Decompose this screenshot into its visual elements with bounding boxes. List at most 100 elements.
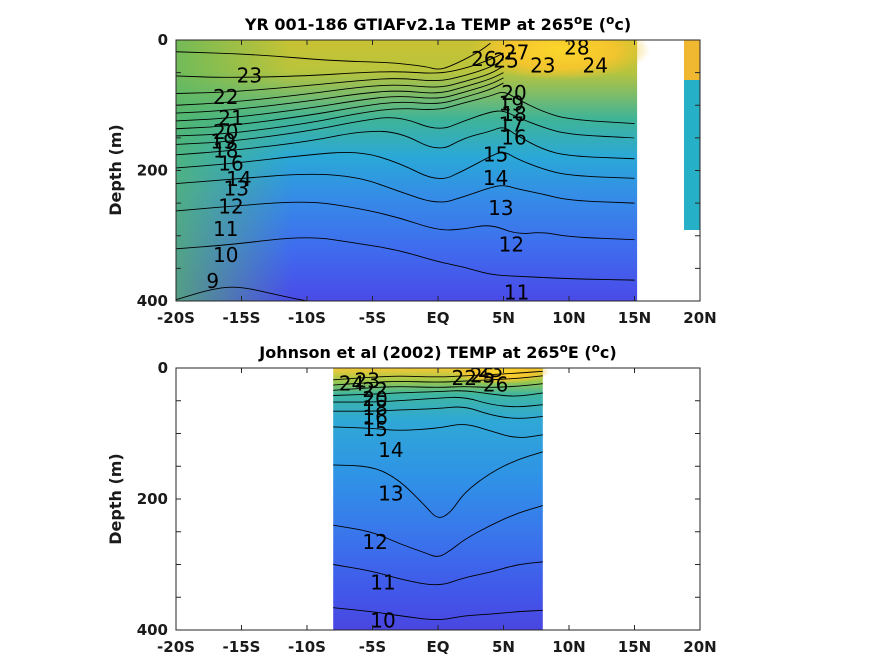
bottom-contour-label-5: 16 <box>362 405 387 429</box>
top-contour-label-9: 20 <box>213 120 238 144</box>
bottom-contours <box>333 370 543 620</box>
top-contour-label-10: 19 <box>210 129 235 153</box>
top-contour-label-24: 15 <box>483 142 508 166</box>
top-contour-label-20: 19 <box>499 91 524 115</box>
top-contour-label-28: 11 <box>504 281 529 305</box>
bottom-contour-label-0: 24 <box>339 371 364 395</box>
top-contour-17 <box>176 82 504 130</box>
bottom-contour-24 <box>333 370 543 381</box>
top-contour-label-13: 14 <box>226 167 251 191</box>
top-contour-label-27: 12 <box>499 232 524 256</box>
bottom-chart-title: Johnson et al (2002) TEMP at 265oE (oc) <box>258 341 616 362</box>
top-east-strip-gap <box>684 230 696 301</box>
top-contour-label-7: 22 <box>213 85 238 109</box>
top-contour-label-4: 24 <box>582 54 607 78</box>
bottom-contour-label-1: 23 <box>355 369 380 393</box>
bottom-contour-label-15: 26 <box>483 373 508 397</box>
top-contour-20 <box>176 65 504 106</box>
bottom-contour-label-12: 22 <box>451 366 476 390</box>
bottom-contour-label-9: 12 <box>362 530 387 554</box>
top-x-tick-label-2: -10S <box>288 309 326 327</box>
bottom-contour-label-10: 11 <box>370 570 395 594</box>
top-chart-title: YR 001-186 GTIAFv2.1a TEMP at 265oE (oc) <box>244 13 631 34</box>
top-y-tick-label-2: 400 <box>137 292 168 310</box>
top-x-tick-label-0: -20S <box>157 309 195 327</box>
top-y-tick-label-1: 200 <box>137 162 168 180</box>
top-contour-label-16: 11 <box>213 217 238 241</box>
top-y-axis-label: Depth (m) <box>106 124 125 216</box>
bottom-temperature-field <box>333 368 543 630</box>
top-contour-label-14: 13 <box>224 176 249 200</box>
bottom-x-tick-label-4: EQ <box>427 638 450 656</box>
bottom-x-tick-label-7: 15N <box>618 638 651 656</box>
top-contour-11 <box>176 201 635 241</box>
bottom-contour-label-4: 18 <box>362 396 387 420</box>
top-contour-label-25: 14 <box>483 166 508 190</box>
top-x-tick-label-5: 5N <box>492 309 515 327</box>
bottom-contour-11 <box>333 561 543 586</box>
bottom-x-tick-label-1: -15S <box>223 638 261 656</box>
top-east-strip-mid <box>684 80 700 230</box>
bottom-contour-22 <box>333 375 543 386</box>
top-contour-18 <box>176 77 504 122</box>
top-x-tick-label-7: 15N <box>618 309 651 327</box>
bottom-contour-10 <box>333 607 543 620</box>
top-contour-label-6: 23 <box>237 63 262 87</box>
bottom-warm-pool <box>450 368 550 384</box>
top-contour-12 <box>176 173 635 204</box>
top-y-tick-label-0: 0 <box>158 31 168 49</box>
bottom-contour-12 <box>333 505 543 557</box>
bottom-x-axis: -20S -15S -10S -5S EQ 5N 10N 15N 20N <box>157 368 717 656</box>
top-contour-10 <box>176 237 635 281</box>
bottom-contour-label-13: 25 <box>470 363 495 387</box>
top-x-tick-label-3: -5S <box>359 309 386 327</box>
top-temperature-west-tint <box>176 40 639 301</box>
bottom-contour-label-2: 22 <box>362 378 387 402</box>
bottom-contour-label-3: 20 <box>362 387 387 411</box>
top-contour-label-3: 25 <box>493 48 518 72</box>
top-y-axis: 0 200 400 <box>137 31 700 310</box>
top-contours <box>176 42 635 301</box>
bottom-contour-20 <box>333 383 543 391</box>
top-x-tick-label-1: -15S <box>223 309 261 327</box>
bottom-x-tick-label-3: -5S <box>359 638 386 656</box>
top-contour-label-5: 23 <box>530 54 555 78</box>
top-contour-label-23: 16 <box>501 125 526 149</box>
top-contour-label-18: 9 <box>206 269 219 293</box>
top-contour-13 <box>176 151 635 180</box>
top-warm-pool <box>470 40 650 80</box>
bottom-contour-label-11: 10 <box>370 608 395 632</box>
top-contour-15 <box>176 110 635 145</box>
top-panel: YR 001-186 GTIAFv2.1a TEMP at 265oE (oc)… <box>106 13 717 327</box>
top-contour-16 <box>176 92 635 137</box>
top-contour-label-2: 26 <box>471 47 496 71</box>
bottom-contour-label-14: 23 <box>478 358 503 382</box>
top-contour-label-17: 10 <box>213 243 238 267</box>
top-contour-label-19: 20 <box>501 81 526 105</box>
bottom-y-axis: 0 200 400 <box>137 359 700 639</box>
top-contour-22 <box>176 52 504 78</box>
top-contour-label-1: 27 <box>504 41 529 65</box>
bottom-y-tick-label-0: 0 <box>158 359 168 377</box>
bottom-x-tick-label-6: 10N <box>552 638 585 656</box>
top-x-tick-label-8: 20N <box>683 309 716 327</box>
top-x-tick-label-6: 10N <box>552 309 585 327</box>
bottom-contour-label-8: 13 <box>378 481 403 505</box>
bottom-x-tick-label-0: -20S <box>157 638 195 656</box>
top-contour-label-12: 16 <box>218 152 243 176</box>
bottom-contour-13 <box>333 451 543 518</box>
top-contour-21 <box>176 59 504 94</box>
top-contour-label-11: 18 <box>213 138 238 162</box>
bottom-contour-16 <box>333 396 543 408</box>
top-contour-label-0: 28 <box>564 35 589 59</box>
top-x-axis: -20S -15S -10S -5S EQ 5N 10N 15N 20N <box>157 40 717 327</box>
bottom-y-tick-label-1: 200 <box>137 490 168 508</box>
top-contour-label-26: 13 <box>488 196 513 220</box>
top-east-strip-warm <box>684 40 700 80</box>
bottom-x-tick-label-5: 5N <box>492 638 515 656</box>
bottom-x-tick-label-2: -10S <box>288 638 326 656</box>
top-contour-9 <box>176 286 308 301</box>
top-contour-label-21: 18 <box>501 102 526 126</box>
